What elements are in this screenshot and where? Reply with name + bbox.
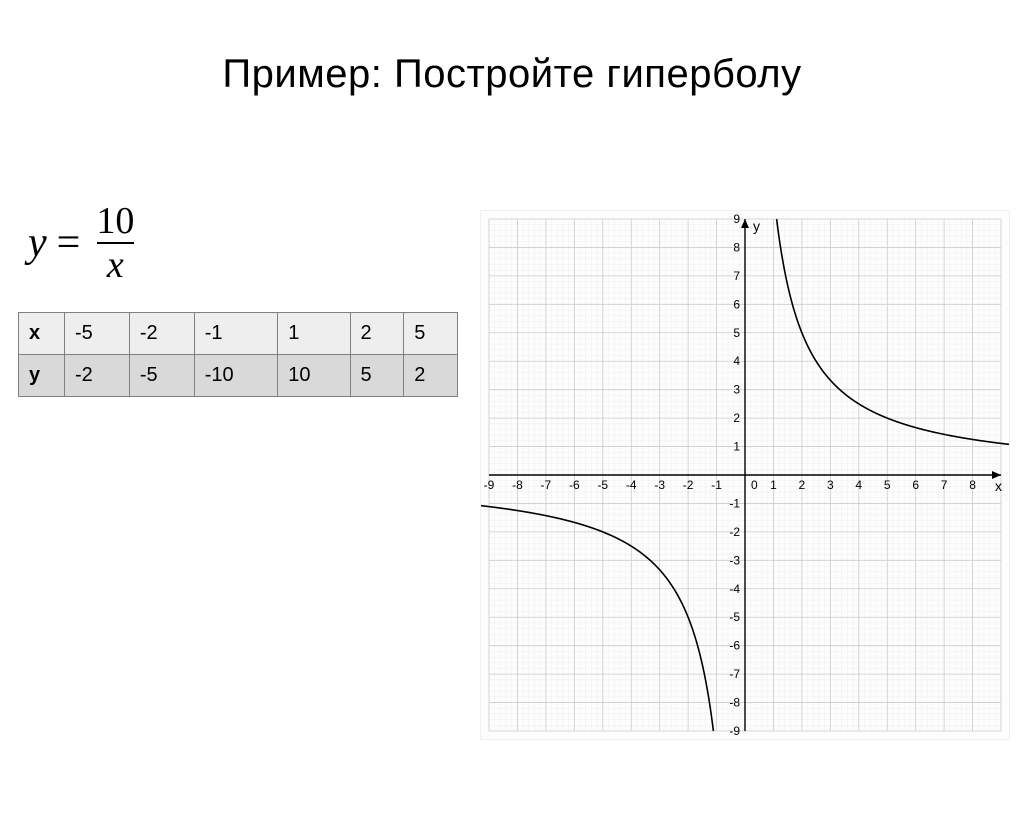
svg-text:-8: -8 — [512, 478, 523, 492]
table-cell: 2 — [404, 355, 458, 397]
svg-text:-3: -3 — [654, 478, 665, 492]
svg-text:-4: -4 — [626, 478, 637, 492]
svg-text:-2: -2 — [683, 478, 694, 492]
table-cell: -1 — [194, 313, 277, 355]
formula: y = 10 x — [28, 202, 458, 284]
table-cell: 5 — [350, 355, 404, 397]
svg-text:-9: -9 — [729, 724, 740, 738]
svg-text:8: 8 — [733, 240, 740, 254]
svg-text:-3: -3 — [729, 553, 740, 567]
svg-text:-8: -8 — [729, 696, 740, 710]
svg-text:x: x — [995, 478, 1002, 494]
svg-text:-7: -7 — [729, 667, 740, 681]
formula-eq: = — [57, 219, 81, 267]
svg-text:7: 7 — [733, 269, 740, 283]
formula-fraction: 10 x — [90, 202, 140, 284]
svg-text:9: 9 — [733, 212, 740, 226]
svg-text:5: 5 — [884, 478, 891, 492]
svg-text:0: 0 — [751, 478, 758, 492]
svg-text:2: 2 — [799, 478, 806, 492]
table-header-y: y — [19, 355, 65, 397]
svg-text:y: y — [753, 218, 760, 234]
svg-text:-1: -1 — [711, 478, 722, 492]
svg-text:-1: -1 — [729, 496, 740, 510]
page-title: Пример: Постройте гиперболу — [0, 52, 1024, 97]
svg-text:7: 7 — [941, 478, 948, 492]
table-row: y -2 -5 -10 10 5 2 — [19, 355, 458, 397]
svg-text:4: 4 — [733, 354, 740, 368]
svg-text:1: 1 — [770, 478, 777, 492]
svg-text:-4: -4 — [729, 582, 740, 596]
svg-text:3: 3 — [827, 478, 834, 492]
table-cell: 2 — [350, 313, 404, 355]
svg-text:3: 3 — [733, 383, 740, 397]
left-column: y = 10 x x -5 -2 -1 1 2 5 y -2 -5 -10 10… — [18, 202, 458, 397]
svg-text:-9: -9 — [484, 478, 495, 492]
svg-text:-5: -5 — [729, 610, 740, 624]
table-cell: 10 — [278, 355, 350, 397]
table-cell: -5 — [129, 355, 194, 397]
svg-text:5: 5 — [733, 326, 740, 340]
svg-text:-5: -5 — [597, 478, 608, 492]
svg-text:6: 6 — [912, 478, 919, 492]
svg-text:4: 4 — [855, 478, 862, 492]
table-header-x: x — [19, 313, 65, 355]
table-cell: -10 — [194, 355, 277, 397]
table-row: x -5 -2 -1 1 2 5 — [19, 313, 458, 355]
table-cell: -2 — [129, 313, 194, 355]
svg-text:1: 1 — [733, 440, 740, 454]
svg-text:-2: -2 — [729, 525, 740, 539]
svg-text:-6: -6 — [569, 478, 580, 492]
table-cell: -2 — [65, 355, 130, 397]
svg-text:-7: -7 — [541, 478, 552, 492]
hyperbola-chart: -9-8-7-6-5-4-3-2-1012345678-9-8-7-6-5-4-… — [480, 210, 1010, 740]
table-cell: 5 — [404, 313, 458, 355]
svg-text:-6: -6 — [729, 639, 740, 653]
table-cell: 1 — [278, 313, 350, 355]
svg-text:8: 8 — [969, 478, 976, 492]
chart-svg: -9-8-7-6-5-4-3-2-1012345678-9-8-7-6-5-4-… — [481, 211, 1009, 739]
formula-denominator: x — [97, 242, 134, 284]
formula-lhs: y — [28, 219, 47, 267]
svg-text:2: 2 — [733, 411, 740, 425]
svg-text:6: 6 — [733, 297, 740, 311]
table-cell: -5 — [65, 313, 130, 355]
formula-numerator: 10 — [90, 202, 140, 242]
values-table: x -5 -2 -1 1 2 5 y -2 -5 -10 10 5 2 — [18, 312, 458, 397]
